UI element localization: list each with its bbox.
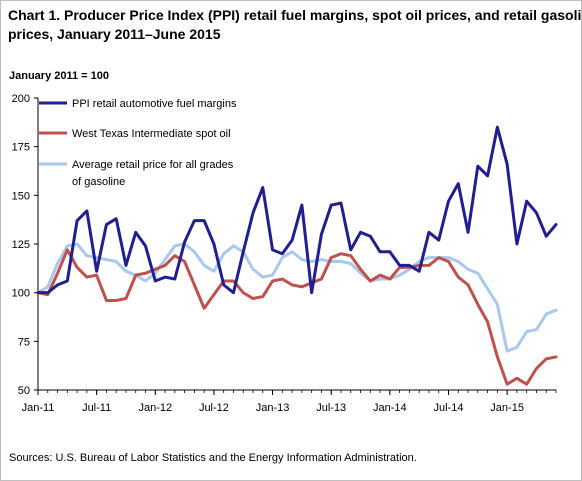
legend-label-gasoline-line-2: of gasoline [72, 176, 125, 188]
legend-label-wti: West Texas Intermediate spot oil [72, 128, 231, 140]
x-tick-label: Jan-12 [138, 402, 172, 414]
x-tick-label: Jan-15 [490, 402, 524, 414]
series-line-gasoline [36, 242, 558, 353]
series-line-ppi-margins [36, 125, 558, 295]
x-tick-label: Jan-13 [256, 402, 290, 414]
y-tick-label: 75 [18, 336, 30, 348]
chart-title-line-2: prices, January 2011–June 2015 [8, 26, 221, 42]
y-tick-label: 125 [12, 239, 30, 251]
x-tick-label: Jan-11 [22, 402, 55, 414]
x-tick-label: Jan-14 [373, 402, 407, 414]
chart-subtitle: January 2011 = 100 [9, 70, 109, 82]
x-tick-label: Jul-12 [199, 402, 229, 414]
y-tick-label: 50 [18, 385, 30, 397]
legend-label-gasoline-line-1: Average retail price for all grades [72, 159, 234, 171]
axes: 50 75 100 125 150 175 200 Jan-11 Jul-11 Jan-12 Jul… [12, 93, 557, 414]
chart-title-line-1: Chart 1. Producer Price Index (PPI) reta… [8, 7, 582, 23]
y-tick-label: 200 [12, 93, 30, 105]
legend-label-ppi: PPI retail automotive fuel margins [72, 98, 237, 110]
y-tick-label: 100 [12, 288, 30, 300]
series-lines [36, 125, 558, 386]
x-tick-label: Jul-14 [434, 402, 464, 414]
y-tick-label: 150 [12, 190, 30, 202]
x-tick-label: Jul-11 [82, 402, 111, 414]
x-tick-label: Jul-13 [316, 402, 346, 414]
y-tick-label: 175 [12, 142, 30, 154]
legend: PPI retail automotive fuel margins West … [39, 98, 237, 188]
series-line-wti-oil [36, 248, 558, 386]
chart-source: Sources: U.S. Bureau of Labor Statistics… [9, 452, 417, 464]
